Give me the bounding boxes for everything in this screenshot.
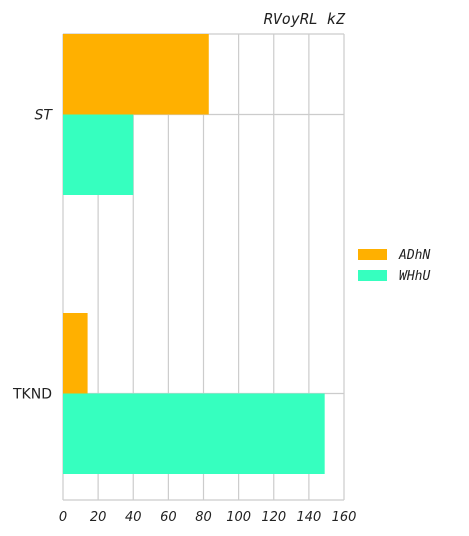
x-tick-label: 0	[59, 510, 67, 525]
x-tick-label: 80	[195, 510, 212, 525]
x-tick-label: 40	[125, 510, 142, 525]
y-tick-label-tknd: TKND	[12, 387, 52, 403]
bar-adhn-st	[63, 34, 209, 115]
y-tick-label-st: ST	[35, 108, 54, 124]
x-tick-label: 140	[296, 510, 321, 525]
x-tick-label: 160	[332, 510, 357, 525]
bar-whhu-st	[63, 114, 134, 195]
legend-swatch-whhu	[358, 270, 387, 281]
x-tick-label: 60	[160, 510, 177, 525]
x-tick-label: 20	[90, 510, 107, 525]
legend-swatch-adhn	[358, 249, 387, 260]
x-tick-labels: 0 20 40 60 80 100 120 140 160	[59, 510, 357, 525]
legend: ADhN WHhU	[358, 248, 430, 284]
bar-whhu-tknd	[63, 393, 325, 474]
legend-label-adhn: ADhN	[398, 248, 430, 263]
bar-adhn-tknd	[63, 313, 88, 394]
bars	[63, 34, 325, 474]
legend-label-whhu: WHhU	[399, 269, 430, 284]
x-tick-label: 120	[261, 510, 286, 525]
chart-title: RVoyRL kZ	[264, 10, 346, 28]
y-tick-labels: ST TKND	[12, 108, 53, 403]
x-tick-label: 100	[226, 510, 251, 525]
